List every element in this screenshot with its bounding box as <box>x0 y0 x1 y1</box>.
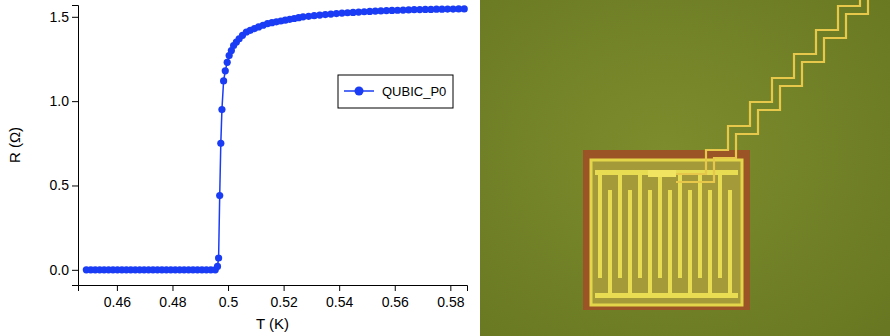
finger <box>648 190 652 293</box>
finger <box>728 190 732 293</box>
point <box>214 263 221 270</box>
x-axis: 0.46 0.48 0.5 0.52 0.54 0.56 0.58 <box>79 285 468 310</box>
axis-line <box>79 286 468 292</box>
tick-mark <box>284 285 285 291</box>
tick-mark <box>72 17 78 18</box>
tick: 0.0 <box>50 262 78 278</box>
tick-label: 0.5 <box>219 294 239 310</box>
tick-mark <box>72 185 78 186</box>
x-axis-title: T (K) <box>256 315 289 332</box>
finger <box>608 190 612 293</box>
y-axis: 0.0 0.5 1.0 1.5 <box>50 6 79 286</box>
legend-box <box>338 75 453 108</box>
tick-label: 0.58 <box>437 294 464 310</box>
tick: 0.48 <box>159 285 186 310</box>
figure: 0.46 0.48 0.5 0.52 0.54 0.56 0.58 0.0 0.5 1.0 1.5 T… <box>0 0 890 336</box>
finger <box>638 175 642 278</box>
tick: 0.46 <box>104 285 131 310</box>
point <box>217 140 224 147</box>
finger <box>718 175 722 278</box>
tick: 0.5 <box>219 285 239 310</box>
tick-label: 0.0 <box>50 262 70 278</box>
point <box>216 192 223 199</box>
finger <box>688 190 692 293</box>
absorber-frame <box>591 160 742 305</box>
membrane <box>583 150 750 310</box>
point <box>218 106 225 113</box>
tick-mark <box>450 285 451 291</box>
pad <box>648 170 676 177</box>
finger <box>628 190 632 293</box>
tick-mark <box>228 285 229 291</box>
finger <box>678 175 682 278</box>
y-axis-title: R (Ω) <box>6 127 23 163</box>
tick-mark <box>339 285 340 291</box>
substrate <box>480 0 890 336</box>
point <box>222 67 229 74</box>
tick-mark <box>395 285 396 291</box>
finger <box>658 175 662 278</box>
tick-label: 0.48 <box>159 294 186 310</box>
point <box>224 59 231 66</box>
finger <box>618 175 622 278</box>
lead-wire <box>676 0 890 182</box>
point <box>215 254 222 261</box>
tick-label: 1.0 <box>50 93 70 109</box>
micrograph <box>480 0 890 336</box>
finger <box>708 190 712 293</box>
tick: 0.56 <box>382 285 409 310</box>
axis-line <box>72 6 79 286</box>
point <box>461 5 468 12</box>
tick: 1.5 <box>50 9 78 25</box>
tick-mark <box>72 101 78 102</box>
finger <box>698 175 702 278</box>
tick: 0.5 <box>50 177 78 193</box>
tick-label: 0.52 <box>270 294 297 310</box>
finger <box>598 175 602 278</box>
legend: QUBIC_P0 <box>338 75 453 108</box>
tick-label: 0.46 <box>104 294 131 310</box>
legend-marker <box>355 87 364 96</box>
plot-area <box>83 5 468 273</box>
series-line <box>86 9 464 270</box>
point <box>220 77 227 84</box>
tick-label: 1.5 <box>50 9 70 25</box>
finger <box>668 190 672 293</box>
bus-bottom <box>595 293 738 298</box>
tick-mark <box>72 270 78 271</box>
tick: 0.52 <box>270 285 297 310</box>
tick: 0.58 <box>437 285 464 310</box>
tick: 1.0 <box>50 93 78 109</box>
tick: 0.54 <box>326 285 353 310</box>
tick-label: 0.5 <box>50 177 70 193</box>
tick-label: 0.54 <box>326 294 353 310</box>
tick-mark <box>172 285 173 291</box>
legend-label: QUBIC_P0 <box>382 84 446 99</box>
tick-label: 0.56 <box>382 294 409 310</box>
tick-mark <box>117 285 118 291</box>
